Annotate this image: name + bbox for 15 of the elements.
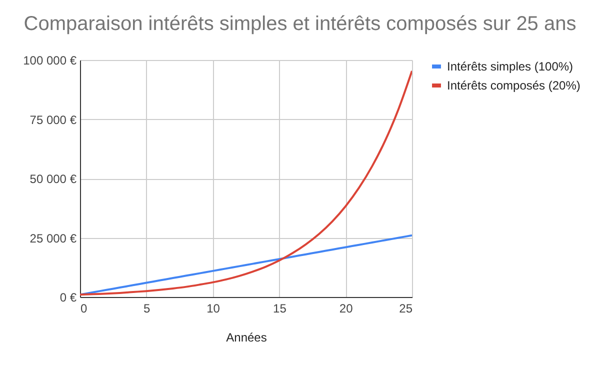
y-tick-label: 100 000 € <box>23 54 77 68</box>
x-tick-label: 0 <box>80 302 88 316</box>
y-tick-label: 25 000 € <box>30 231 77 246</box>
y-tick-label: 75 000 € <box>30 112 77 127</box>
x-axis-title: Années <box>226 330 267 344</box>
x-tick-label: 5 <box>144 302 151 316</box>
chart-title: Comparaison intérêts simples et intérêts composés sur 25 ans <box>24 13 576 35</box>
x-tick-label: 15 <box>273 302 287 316</box>
y-tick-label: 50 000 € <box>30 172 77 186</box>
y-tick-label: 0 € <box>60 290 77 304</box>
legend-label: Intérêts composés (20%) <box>447 78 580 92</box>
x-tick-label: 10 <box>206 302 220 316</box>
x-tick-label: 20 <box>339 302 354 316</box>
x-tick-label: 25 <box>399 302 413 316</box>
legend-label: Intérêts simples (100%) <box>447 60 574 74</box>
